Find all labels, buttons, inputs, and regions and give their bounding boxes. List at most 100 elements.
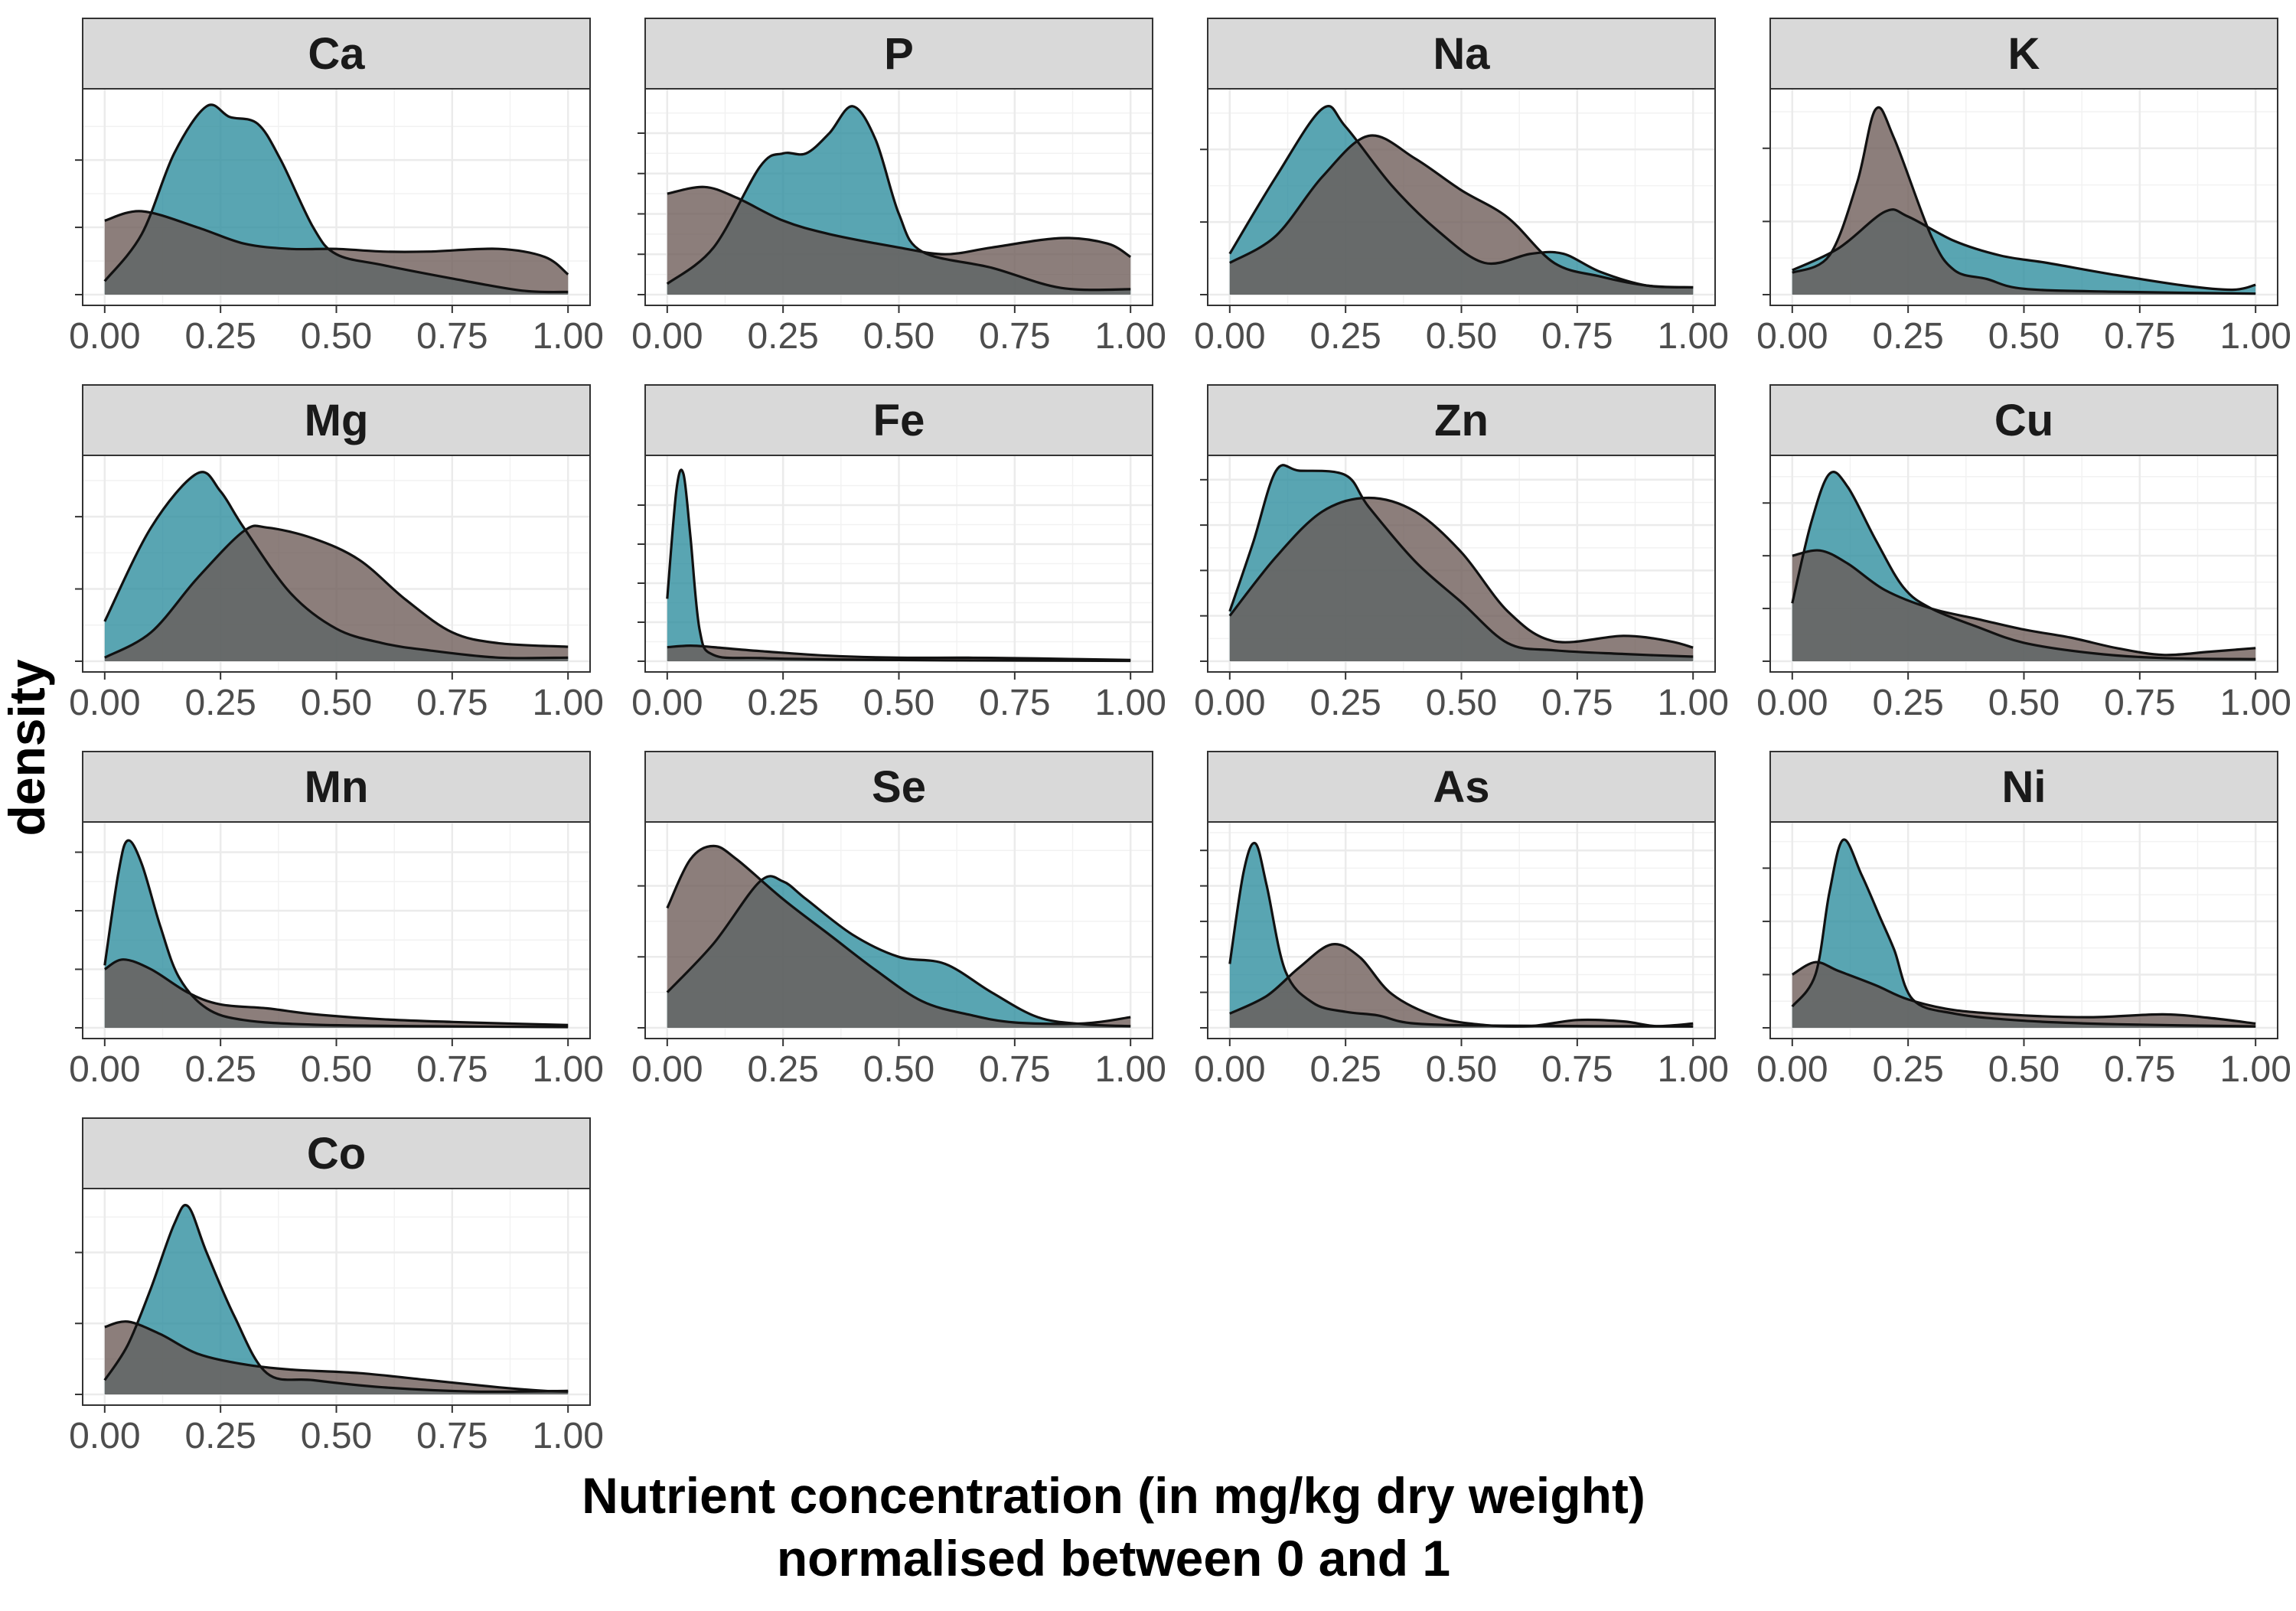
- density-line-teal-ni: [1791, 838, 2256, 1028]
- x-tick-label: 0.00: [1756, 683, 1828, 723]
- x-tick-label: 0.50: [301, 683, 372, 723]
- density-area-brown-fill-cu: [1792, 550, 2256, 661]
- x-tick-label: 0.75: [416, 1416, 488, 1456]
- density-area-brown-fill-ni: [1792, 962, 2256, 1028]
- density-line-brown-k: [1792, 106, 2256, 295]
- density-area-brown-fill-as: [1229, 944, 1694, 1028]
- y-axis-title: density: [0, 659, 55, 836]
- facet-label-zn: Zn: [1434, 396, 1489, 445]
- x-tick-label: 1.00: [1657, 683, 1728, 723]
- facet-strip-k: [1769, 18, 2278, 90]
- facet-p: P 0.00 0.25 0.50 0.75 1.00: [631, 18, 1166, 357]
- x-tick-label: 0.25: [1872, 683, 1943, 723]
- x-tick-label: 1.00: [2219, 1049, 2291, 1090]
- facet-label-as: As: [1433, 762, 1489, 812]
- facet-fe: Fe 0.00 0.25 0.50 0.75 1.00: [631, 384, 1166, 723]
- facet-na: Na 0.00 0.25 0.50 0.75 1.00: [1194, 18, 1729, 357]
- density-line-teal-k: [1792, 208, 2256, 292]
- x-tick-label: 0.25: [747, 316, 818, 357]
- density-line-teal-mn: [103, 839, 569, 1029]
- density-line-brown-cu: [1792, 549, 2256, 657]
- x-tick-label: 0.25: [1309, 683, 1381, 723]
- x-tick-label: 0.75: [416, 316, 488, 357]
- facet-ca: Ca 0.00 0.25 0.50 0.75 1.00: [69, 18, 604, 357]
- density-line-brown-mg: [104, 524, 569, 659]
- facet-zn: Zn 0.00 0.25 0.50 0.75 1.00: [1194, 384, 1729, 723]
- x-tick-label: 0.75: [2104, 683, 2175, 723]
- density-area-brown-fill-zn: [1229, 497, 1694, 661]
- facet-strip-cu: [1769, 384, 2278, 456]
- x-tick-label: 0.50: [863, 683, 934, 723]
- x-tick-label: 0.50: [1988, 316, 2060, 357]
- x-tick-label: 0.25: [184, 1416, 256, 1456]
- x-tick-label: 0.00: [69, 1049, 140, 1090]
- x-tick-label: 0.25: [184, 316, 256, 357]
- x-tick-label: 0.25: [184, 683, 256, 723]
- density-area-brown-fill-k: [1792, 107, 2256, 295]
- facet-label-cu: Cu: [1994, 396, 2053, 445]
- x-tick-label: 0.00: [69, 683, 140, 723]
- facet-se: Se 0.00 0.25 0.50 0.75 1.00: [631, 751, 1166, 1090]
- facet-label-mg: Mg: [305, 396, 369, 445]
- x-tick-label: 1.00: [1094, 1049, 1166, 1090]
- facet-label-ni: Ni: [2002, 762, 2047, 812]
- density-line-teal-na: [1228, 105, 1694, 289]
- x-tick-label: 1.00: [2219, 316, 2291, 357]
- density-line-brown-zn: [1228, 496, 1694, 649]
- facet-k: K 0.00 0.25 0.50 0.75 1.00: [1756, 18, 2291, 357]
- density-area-brown-fill-se: [667, 846, 1131, 1028]
- density-line-teal-fe: [666, 468, 1131, 663]
- x-tick-label: 0.25: [1872, 316, 1943, 357]
- facet-label-se: Se: [872, 762, 926, 812]
- x-tick-label: 0.50: [1426, 316, 1497, 357]
- x-tick-label: 0.75: [979, 1049, 1050, 1090]
- density-line-brown-na: [1228, 134, 1694, 289]
- x-tick-label: 0.50: [1426, 683, 1497, 723]
- density-area-brown-fill-fe: [667, 645, 1131, 661]
- facet-label-mn: Mn: [305, 762, 369, 812]
- x-tick-label: 0.50: [1426, 1049, 1497, 1090]
- density-line-teal-co: [103, 1204, 569, 1394]
- x-tick-label: 0.00: [1756, 1049, 1828, 1090]
- x-tick-label: 0.00: [631, 316, 703, 357]
- facet-label-fe: Fe: [873, 396, 925, 445]
- density-area-teal-fill-co: [104, 1205, 569, 1394]
- density-area-brown-fill-mg: [104, 525, 569, 661]
- x-tick-label: 1.00: [532, 316, 603, 357]
- facet-label-ca: Ca: [308, 29, 365, 79]
- x-tick-label: 1.00: [1657, 1049, 1728, 1090]
- x-tick-label: 0.25: [747, 683, 818, 723]
- density-line-brown-mn: [103, 958, 569, 1026]
- facet-co: Co 0.00 0.25 0.50 0.75 1.00: [69, 1117, 604, 1456]
- facet-strip-se: [644, 751, 1153, 823]
- density-line-brown-se: [666, 844, 1131, 1026]
- facet-label-p: P: [884, 29, 914, 79]
- facet-label-na: Na: [1433, 29, 1490, 79]
- x-tick-label: 1.00: [2219, 683, 2291, 723]
- x-tick-label: 0.75: [2104, 316, 2175, 357]
- x-tick-label: 0.00: [1194, 316, 1265, 357]
- x-tick-label: 0.50: [863, 1049, 934, 1090]
- facet-as: As 0.00 0.25 0.50 0.75 1.00: [1194, 751, 1729, 1090]
- density-line-brown-p: [667, 185, 1132, 259]
- density-line-brown-ni: [1791, 960, 2256, 1025]
- facet-mg: Mg 0.00 0.25 0.50 0.75 1.00: [69, 384, 604, 723]
- x-tick-label: 1.00: [532, 1416, 603, 1456]
- density-line-brown-co: [104, 1320, 569, 1393]
- x-tick-label: 0.25: [747, 1049, 818, 1090]
- x-tick-label: 0.50: [301, 1416, 372, 1456]
- x-tick-label: 0.75: [1541, 316, 1613, 357]
- facet-strip-co: [82, 1117, 591, 1189]
- facet-label-co: Co: [307, 1129, 366, 1179]
- x-tick-label: 0.00: [69, 1416, 140, 1456]
- x-tick-label: 1.00: [532, 1049, 603, 1090]
- x-tick-label: 0.25: [184, 1049, 256, 1090]
- x-tick-label: 0.75: [1541, 1049, 1613, 1090]
- x-tick-label: 0.00: [631, 1049, 703, 1090]
- x-tick-label: 0.75: [979, 316, 1050, 357]
- facet-cu: Cu 0.00 0.25 0.50 0.75 1.00: [1756, 384, 2291, 723]
- x-tick-label: 0.00: [1194, 1049, 1265, 1090]
- x-tick-label: 0.00: [1194, 683, 1265, 723]
